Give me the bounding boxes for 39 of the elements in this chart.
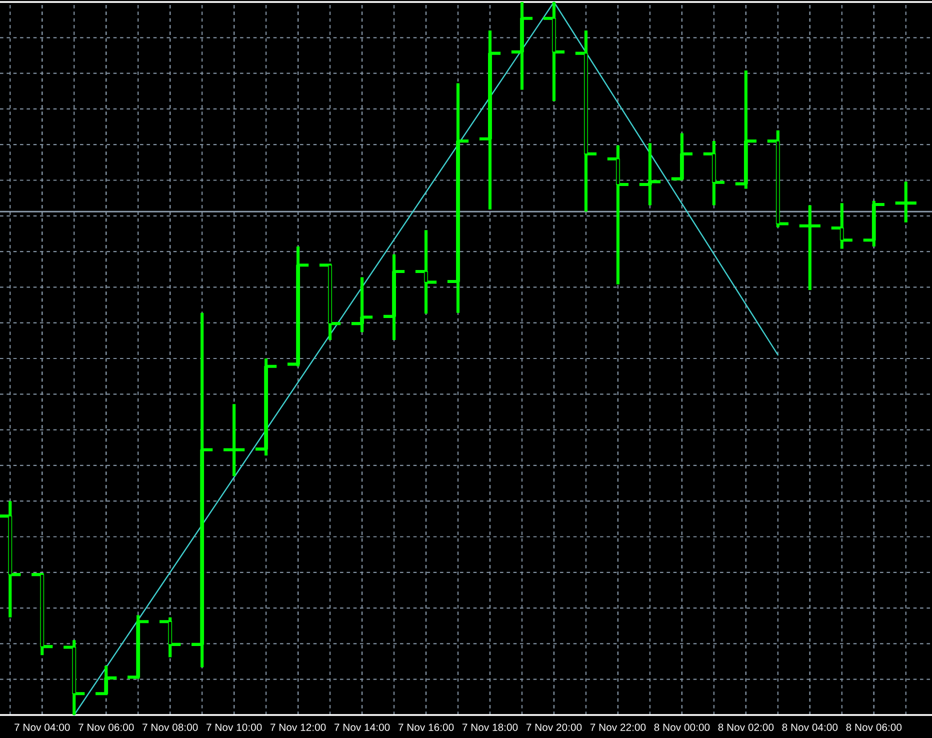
candlestick: [798, 204, 822, 292]
candlestick: [862, 199, 886, 248]
candlestick: [478, 28, 502, 212]
x-tick-label: 7 Nov 16:00: [398, 724, 454, 731]
x-tick-label: 7 Nov 14:00: [334, 724, 390, 731]
candlestick: [766, 128, 790, 229]
x-tick-label: 8 Nov 04:00: [782, 724, 838, 731]
x-tick-label: 8 Nov 02:00: [718, 724, 774, 731]
candlestick: [94, 664, 118, 696]
candlestick: [414, 228, 438, 316]
candlestick: [350, 276, 374, 334]
candlestick: [542, 0, 566, 103]
candlestick: [382, 252, 406, 342]
candlestick: [446, 82, 470, 314]
candlestick: [510, 0, 534, 92]
candlestick: [222, 402, 246, 478]
candlestick: [830, 202, 854, 250]
x-tick-label: 7 Nov 22:00: [590, 724, 646, 731]
candlestick: [894, 180, 918, 224]
candlestick: [574, 28, 598, 214]
x-tick-label: 7 Nov 06:00: [78, 724, 134, 731]
candlestick: [318, 264, 342, 342]
candlestick: [126, 614, 150, 679]
x-tick-label: 7 Nov 18:00: [462, 724, 518, 731]
x-tick-label: 7 Nov 08:00: [142, 724, 198, 731]
candlestick: [670, 132, 694, 182]
x-tick-label: 7 Nov 12:00: [270, 724, 326, 731]
x-tick-label: 8 Nov 00:00: [654, 724, 710, 731]
candlestick: [734, 68, 758, 190]
x-tick-label: 7 Nov 20:00: [526, 724, 582, 731]
candlestick: [30, 572, 54, 657]
candlestick: [638, 142, 662, 207]
candlestick: [606, 144, 630, 286]
candlestick: [62, 638, 86, 717]
x-tick-label: 8 Nov 06:00: [846, 724, 902, 731]
x-tick-label: 7 Nov 10:00: [206, 724, 262, 731]
x-tick-label: 7 Nov 04:00: [14, 724, 70, 731]
candlestick: [702, 140, 726, 207]
candlestick: [158, 616, 182, 659]
